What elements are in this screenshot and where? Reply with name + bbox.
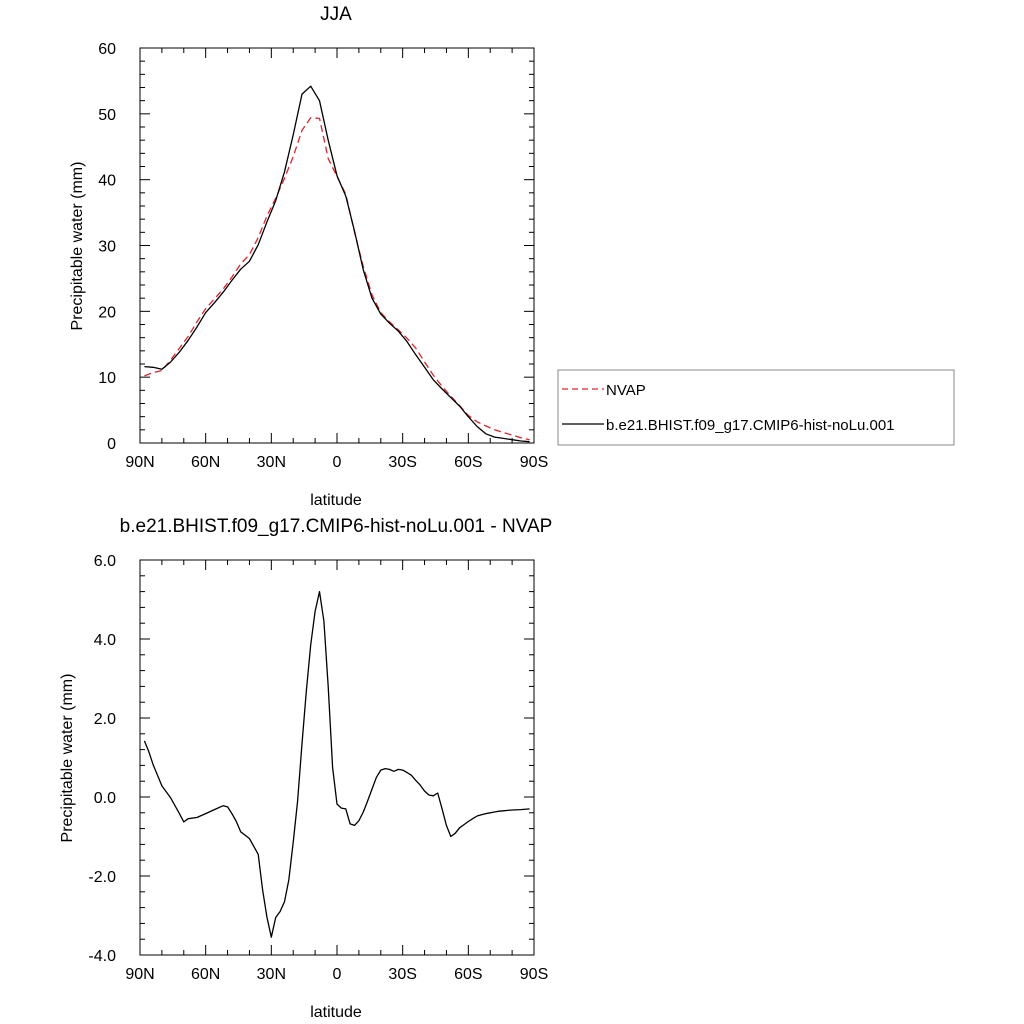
bottom-x-tick-label: 60N xyxy=(191,966,220,983)
bottom-y-tick-label: 4.0 xyxy=(94,632,116,649)
bottom-y-tick-label: -4.0 xyxy=(88,948,116,965)
top-y-tick-label: 30 xyxy=(98,239,116,256)
top-y-tick-label: 40 xyxy=(98,173,116,190)
top-chart: JJA latitude Precipitable water (mm) 90N… xyxy=(69,4,955,509)
bottom-x-tick-label: 90S xyxy=(520,966,548,983)
top-y-tick-label: 60 xyxy=(98,41,116,58)
legend-frame xyxy=(557,369,955,446)
bottom-chart-frame xyxy=(139,559,535,956)
legend-label-nvap: NVAP xyxy=(606,382,646,399)
top-chart-title: JJA xyxy=(320,4,352,25)
top-chart-x-axis-label: latitude xyxy=(310,492,362,509)
bottom-chart-x-axis-label: latitude xyxy=(310,1004,362,1021)
top-chart-legend: NVAP b.e21.BHIST.f09_g17.CMIP6-hist-noLu… xyxy=(557,369,955,446)
bottom-chart: b.e21.BHIST.f09_g17.CMIP6-hist-noLu.001 … xyxy=(59,516,552,1021)
top-y-tick-label: 10 xyxy=(98,370,116,387)
bottom-chart-y-axis-label: Precipitable water (mm) xyxy=(59,674,76,843)
bottom-x-tick-label: 30N xyxy=(257,966,286,983)
top-x-tick-label: 30N xyxy=(257,454,286,471)
top-chart-plot-area: 90N 60N 30N 0 30S 60S 90S 0 10 20 30 40 50 60 xyxy=(98,41,548,471)
top-series-line-0 xyxy=(144,117,530,441)
bottom-series-line-0 xyxy=(143,590,530,938)
top-x-tick-label: 60N xyxy=(191,454,220,471)
bottom-x-tick-label: 60S xyxy=(454,966,482,983)
top-series-line-1 xyxy=(144,85,530,443)
top-y-tick-label: 50 xyxy=(98,107,116,124)
bottom-y-tick-label: -2.0 xyxy=(88,869,116,886)
bottom-y-tick-label: 6.0 xyxy=(94,553,116,570)
top-y-tick-label: 0 xyxy=(107,436,116,453)
legend-label-model: b.e21.BHIST.f09_g17.CMIP6-hist-noLu.001 xyxy=(606,417,895,434)
top-x-tick-label: 30S xyxy=(388,454,416,471)
bottom-chart-plot-area: 90N 60N 30N 0 30S 60S 90S -4.0 -2.0 0.0 2.0 4.0 6.0 xyxy=(88,553,548,983)
top-chart-y-axis-label: Precipitable water (mm) xyxy=(69,162,86,331)
top-y-tick-label: 20 xyxy=(98,304,116,321)
bottom-chart-title: b.e21.BHIST.f09_g17.CMIP6-hist-noLu.001 … xyxy=(120,516,553,537)
bottom-y-tick-label: 2.0 xyxy=(94,711,116,728)
bottom-x-tick-label: 0 xyxy=(333,966,342,983)
bottom-y-tick-label: 0.0 xyxy=(94,790,116,807)
top-x-tick-label: 60S xyxy=(454,454,482,471)
top-x-tick-label: 0 xyxy=(333,454,342,471)
top-chart-frame xyxy=(139,47,535,444)
bottom-x-tick-label: 90N xyxy=(125,966,154,983)
bottom-x-tick-label: 30S xyxy=(388,966,416,983)
top-x-tick-label: 90N xyxy=(125,454,154,471)
top-x-tick-label: 90S xyxy=(520,454,548,471)
